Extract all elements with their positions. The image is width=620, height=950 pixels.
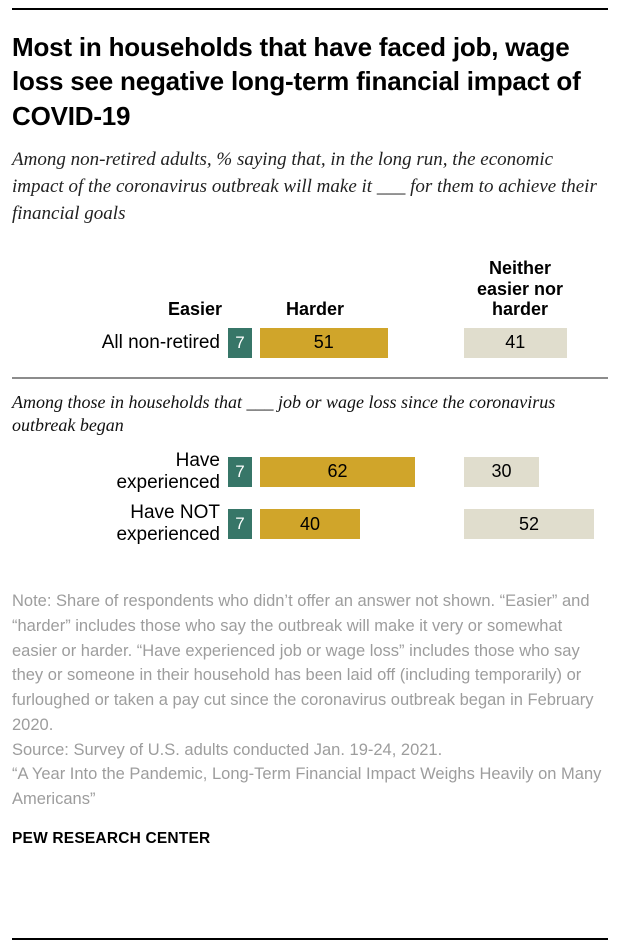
neither-bar: 30 (464, 456, 539, 487)
chart-row-all-non-retired: All non-retired 7 51 41 (12, 327, 608, 358)
header-neither-wrap: Neither easier nor harder (464, 258, 608, 320)
source-text: Source: Survey of U.S. adults conducted … (12, 740, 443, 759)
neither-value: 52 (518, 513, 540, 534)
harder-bar: 51 (260, 327, 388, 358)
header-harder-wrap: Harder (260, 299, 456, 320)
harder-column: 51 (260, 327, 456, 358)
neither-value: 41 (505, 332, 526, 353)
column-headers: Easier Harder Neither easier nor harder (12, 258, 608, 320)
bottom-rule (12, 938, 608, 940)
page-title: Most in households that have faced job, … (12, 32, 581, 131)
row-label: Have NOT experienced (116, 502, 220, 546)
section-label: Among those in households that ___ job o… (12, 391, 556, 436)
header-easier: Easier (167, 298, 222, 319)
easier-bar: 7 (228, 456, 252, 487)
note-text: Note: Share of respondents who didn’t of… (12, 592, 594, 734)
harder-column: 40 (260, 509, 456, 540)
neither-column: 30 (464, 456, 608, 487)
easier-bar: 7 (228, 327, 252, 358)
easier-bar: 7 (228, 509, 252, 540)
neither-bar: 52 (464, 509, 594, 540)
pew-research-center-wordmark: PEW RESEARCH CENTER (12, 829, 211, 847)
chart-row-have-not-experienced: Have NOT experienced 7 40 52 (12, 502, 608, 546)
harder-column: 62 (260, 456, 456, 487)
harder-bar: 40 (260, 509, 360, 540)
harder-value: 51 (313, 332, 334, 353)
header-neither: Neither easier nor harder (476, 257, 564, 320)
header-easier-wrap: Easier (12, 299, 252, 320)
harder-bar: 62 (260, 456, 415, 487)
easier-value: 7 (235, 332, 245, 352)
neither-value: 30 (491, 461, 512, 482)
report-title-text: “A Year Into the Pandemic, Long-Term Fin… (12, 765, 602, 809)
section-divider (12, 376, 608, 379)
footnotes: Note: Share of respondents who didn’t of… (12, 589, 608, 812)
neither-bar: 41 (464, 327, 567, 358)
neither-column: 41 (464, 327, 608, 358)
row-label: Have experienced (116, 449, 220, 493)
chart-subtitle: Among non-retired adults, % saying that,… (12, 148, 597, 224)
harder-value: 40 (299, 513, 321, 534)
harder-value: 62 (327, 461, 348, 482)
header-harder: Harder (285, 299, 345, 320)
easier-value: 7 (235, 514, 245, 534)
neither-column: 52 (464, 509, 608, 540)
chart-row-have-experienced: Have experienced 7 62 30 (12, 450, 608, 494)
easier-value: 7 (235, 461, 245, 481)
top-rule (12, 8, 608, 10)
row-label: All non-retired (101, 331, 220, 353)
